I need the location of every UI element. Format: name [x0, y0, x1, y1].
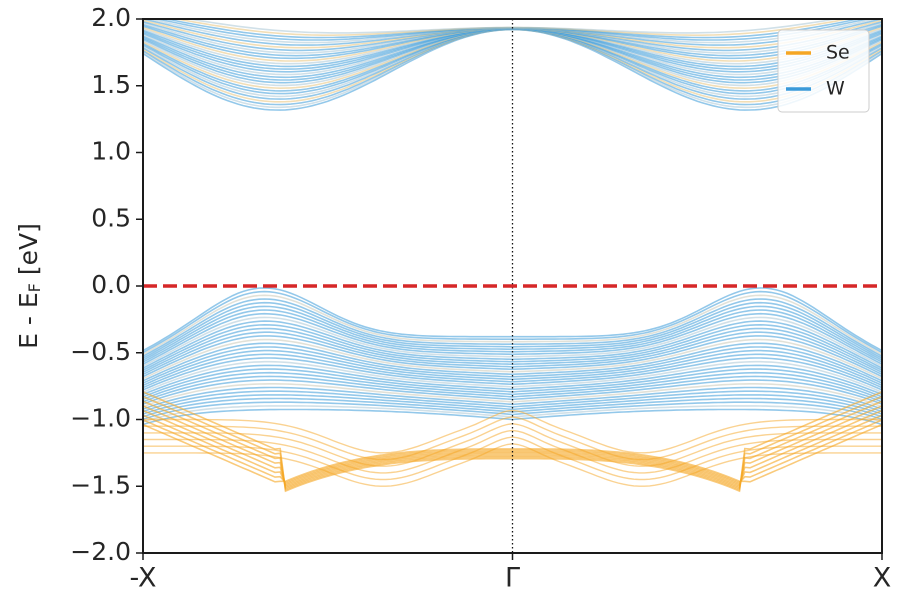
band-line	[143, 383, 882, 408]
legend-se-label: Se	[826, 42, 850, 64]
band-line	[143, 409, 882, 454]
y-tick-label: −2.0	[70, 537, 131, 566]
band-line	[143, 416, 882, 461]
y-tick-label: 1.0	[91, 137, 131, 166]
y-tick-label: 1.5	[91, 70, 131, 99]
band-line	[143, 394, 882, 415]
band-line	[143, 312, 882, 365]
x-tick-label: X	[873, 563, 892, 594]
band-line	[143, 305, 882, 361]
legend-box	[777, 29, 870, 113]
band-line	[143, 423, 882, 483]
band-line	[143, 390, 882, 413]
band-line	[162, 19, 863, 39]
band-line	[143, 323, 882, 371]
band-line	[143, 401, 882, 421]
y-tick-label: −0.5	[70, 337, 131, 366]
band-line	[143, 346, 882, 384]
band-line	[143, 342, 882, 382]
y-axis-label: E - EF [eV]	[14, 223, 44, 349]
band-line	[143, 375, 882, 403]
x-tick-label: Γ	[505, 563, 520, 594]
x-axis: -X Γ X	[130, 553, 892, 594]
band-line	[143, 395, 882, 491]
band-line	[143, 294, 882, 356]
band-line	[143, 360, 882, 393]
legend: Se W	[777, 29, 870, 113]
band-line	[143, 429, 882, 474]
y-axis: 2.0 1.5 1.0 0.5 0.0 −0.5 −1.0 −1.5 −2.0	[70, 3, 143, 566]
band-line	[143, 436, 882, 481]
y-tick-label: −1.0	[70, 404, 131, 433]
band-line	[143, 301, 882, 359]
band-line	[143, 409, 882, 487]
y-tick-label: 0.0	[91, 270, 131, 299]
band-line	[143, 391, 882, 493]
y-tick-label: 0.5	[91, 203, 131, 232]
legend-w-label: W	[826, 78, 845, 100]
band-line	[143, 353, 882, 389]
band-line	[143, 335, 882, 378]
band-line	[143, 287, 882, 352]
y-tick-label: 2.0	[91, 3, 131, 32]
band-line	[143, 405, 882, 489]
y-tick-label: −1.5	[70, 470, 131, 499]
band-line	[143, 331, 882, 376]
x-tick-label: -X	[130, 563, 157, 594]
band-line	[143, 316, 882, 367]
band-line	[143, 371, 882, 401]
band-line	[143, 419, 882, 484]
band-line	[143, 364, 882, 396]
